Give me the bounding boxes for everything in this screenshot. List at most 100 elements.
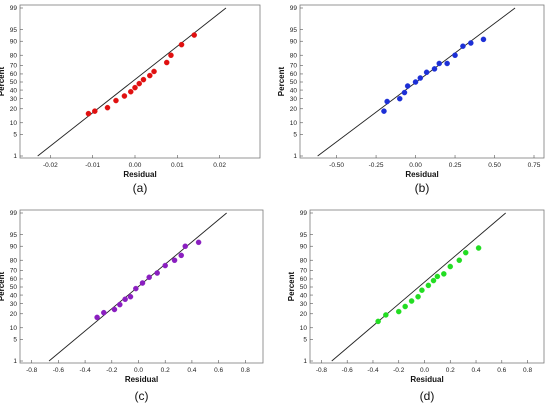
data-point [430,277,437,284]
data-point [402,303,408,310]
x-tick-label: 0.0 [134,367,143,374]
data-point [452,52,458,58]
data-point [162,262,168,269]
y-tick-label: 30 [10,301,18,308]
data-point [168,52,174,58]
x-axis-label: Residual [410,375,443,384]
data-point [133,285,139,292]
x-tick-label: 0.6 [497,367,506,374]
x-tick-label: 0.02 [213,162,226,169]
x-tick-label: 0.4 [472,367,481,374]
data-point [154,270,160,276]
y-tick-label: 40 [10,87,18,94]
y-tick-label: 10 [300,325,308,332]
y-tick-label: 10 [10,325,18,332]
y-axis-label: Percent [0,66,6,96]
x-tick-label: 0.0 [420,367,429,374]
y-tick-label: 90 [300,243,308,250]
data-point [384,98,390,105]
data-point [401,89,408,96]
data-point [94,314,100,321]
y-tick-label: 70 [10,63,18,70]
data-point [132,84,138,91]
y-tick-label: 1 [293,153,297,160]
y-tick-label: 30 [300,301,308,308]
x-tick-label: 0.01 [171,162,184,169]
data-point [397,95,403,102]
y-tick-label: 40 [10,292,18,299]
data-point [113,97,119,104]
plot-frame [299,4,545,159]
x-tick-label: 0.2 [446,367,455,374]
data-point [147,72,153,79]
y-tick-label: 60 [10,276,18,283]
data-point [195,239,202,246]
x-tick-label: -0.6 [342,367,354,374]
y-tick-label: 1 [13,153,17,160]
x-tick-label: 0.00 [409,162,422,169]
data-point [163,59,170,66]
data-point [436,60,442,67]
data-point [419,287,425,293]
data-point [191,32,197,38]
data-point [412,79,419,85]
data-point [381,108,387,114]
data-point [121,93,128,99]
y-tick-label: 70 [300,268,308,275]
x-tick-label: -0.2 [106,367,118,374]
y-tick-label: 90 [290,38,298,45]
y-tick-label: 99 [290,5,298,12]
y-tick-label: 80 [10,52,18,59]
x-tick-label: -0.25 [369,162,384,169]
x-tick-label: 0.00 [129,162,142,169]
y-tick-label: 70 [290,63,298,70]
data-point [136,80,142,87]
y-tick-label: 20 [10,311,18,318]
y-tick-label: 30 [290,96,298,103]
data-point [178,252,184,259]
x-tick-label: 0.6 [214,367,223,374]
data-point [92,108,98,114]
x-tick-label: -0.8 [26,367,38,374]
data-point [475,245,482,251]
x-tick-label: -0.02 [43,162,58,169]
data-point [140,76,147,83]
y-tick-label: 20 [10,106,18,113]
plot-frame [19,209,264,364]
data-point [480,36,487,43]
data-point [117,301,123,308]
y-tick-label: 95 [300,232,308,239]
data-point [431,66,438,72]
y-tick-label: 95 [10,232,18,239]
x-tick-label: 0.25 [449,162,462,169]
data-point [122,296,128,303]
y-tick-label: 80 [290,52,298,59]
y-tick-label: 50 [10,79,18,86]
data-point [182,243,188,249]
data-point [171,257,178,263]
x-tick-label: 0.8 [523,367,532,374]
y-tick-label: 95 [10,27,18,34]
panel-caption: (d) [420,389,435,403]
data-point [404,83,411,89]
data-point [375,318,381,325]
fit-line [331,212,506,362]
y-tick-label: 50 [10,284,18,291]
y-tick-label: 40 [290,87,298,94]
y-tick-label: 1 [303,358,307,365]
y-tick-label: 5 [13,337,17,344]
y-tick-label: 40 [300,292,308,299]
data-point [408,298,415,304]
data-point [111,306,118,313]
data-point [85,110,92,117]
x-tick-label: -0.4 [367,367,379,374]
data-point [178,41,185,48]
x-tick-label: -0.2 [393,367,405,374]
data-point [425,282,432,289]
y-tick-label: 30 [10,96,18,103]
y-tick-label: 5 [13,132,17,139]
x-tick-label: -0.4 [79,367,91,374]
